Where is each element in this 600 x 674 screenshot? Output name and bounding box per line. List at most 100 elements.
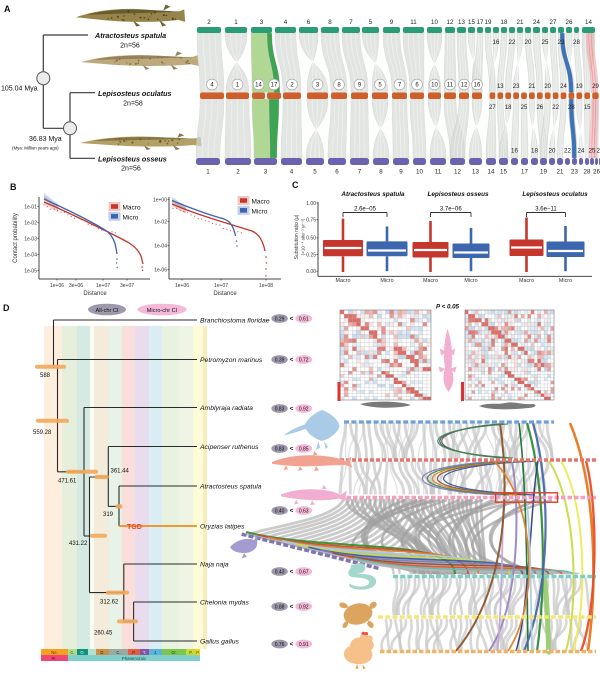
- svg-text:Naja naja: Naja naja: [200, 561, 229, 568]
- svg-text:0.29: 0.29: [275, 316, 285, 322]
- svg-text:0.83: 0.83: [275, 406, 285, 412]
- svg-text:Gallus gallus: Gallus gallus: [200, 638, 240, 645]
- svg-text:Micro: Micro: [559, 278, 572, 284]
- svg-text:<: <: [290, 508, 294, 515]
- svg-text:1e+06: 1e+06: [50, 283, 64, 289]
- svg-text:1: 1: [206, 169, 210, 176]
- svg-text:26: 26: [536, 105, 543, 111]
- svg-text:2: 2: [290, 83, 294, 89]
- svg-text:0.39: 0.39: [275, 357, 285, 363]
- svg-text:<: <: [290, 641, 294, 648]
- svg-text:12: 12: [454, 169, 461, 176]
- svg-text:0.00: 0.00: [306, 269, 316, 275]
- svg-text:4: 4: [290, 169, 294, 176]
- svg-text:Micro: Micro: [464, 278, 477, 284]
- svg-text:Lepisosteus osseus: Lepisosteus osseus: [98, 155, 167, 164]
- svg-text:471.61: 471.61: [58, 479, 77, 485]
- svg-text:0.43: 0.43: [275, 569, 285, 575]
- svg-text:6: 6: [335, 169, 339, 176]
- svg-text:D.: D.: [100, 650, 104, 655]
- svg-text:7: 7: [349, 19, 353, 26]
- svg-text:2: 2: [236, 169, 240, 176]
- svg-text:14: 14: [255, 83, 262, 89]
- svg-text:6: 6: [415, 83, 419, 89]
- svg-text:<: <: [290, 406, 294, 413]
- svg-text:Ne.: Ne.: [51, 650, 58, 655]
- svg-text:3e+07: 3e+07: [120, 283, 134, 289]
- svg-text:1e+06: 1e+06: [175, 283, 189, 289]
- svg-text:0.63: 0.63: [299, 508, 309, 514]
- svg-text:0.88: 0.88: [275, 604, 285, 610]
- svg-text:A: A: [4, 4, 11, 14]
- svg-text:Micro-chr CI: Micro-chr CI: [147, 308, 178, 314]
- svg-text:28: 28: [584, 169, 591, 176]
- svg-text:11: 11: [410, 19, 417, 26]
- svg-text:14: 14: [585, 19, 592, 26]
- svg-text:25: 25: [521, 105, 528, 111]
- svg-text:24: 24: [578, 148, 585, 155]
- svg-text:1e-02: 1e-02: [154, 219, 167, 225]
- svg-text:Atractosteus spatula: Atractosteus spatula: [199, 483, 262, 490]
- svg-text:105.04 Mya: 105.04 Mya: [1, 86, 38, 93]
- svg-text:(×10⁻⁴ site⁻¹ yr⁻¹): (×10⁻⁴ site⁻¹ yr⁻¹): [301, 218, 306, 255]
- svg-text:20: 20: [544, 84, 551, 90]
- svg-text:27: 27: [597, 148, 600, 155]
- svg-text:27: 27: [489, 105, 496, 111]
- svg-text:Petromyzon marinus: Petromyzon marinus: [200, 357, 263, 364]
- svg-text:1e+00: 1e+00: [153, 197, 167, 203]
- svg-text:Micro: Micro: [252, 208, 268, 215]
- svg-text:1e-05: 1e-05: [24, 268, 37, 274]
- svg-text:10: 10: [431, 19, 438, 26]
- svg-text:28: 28: [568, 105, 575, 111]
- svg-text:7: 7: [398, 83, 402, 89]
- svg-text:9: 9: [358, 83, 362, 89]
- svg-text:4: 4: [284, 19, 288, 26]
- svg-text:431.22: 431.22: [69, 541, 88, 547]
- svg-text:P.: P.: [196, 650, 199, 655]
- svg-text:2: 2: [207, 19, 211, 26]
- svg-text:0.85: 0.85: [299, 446, 309, 452]
- svg-text:Distance: Distance: [83, 291, 107, 297]
- svg-text:0.67: 0.67: [299, 569, 309, 575]
- svg-text:0.61: 0.61: [299, 316, 309, 322]
- svg-text:0.50: 0.50: [306, 236, 316, 242]
- svg-text:Distance: Distance: [213, 291, 237, 297]
- svg-text:1: 1: [234, 19, 238, 26]
- svg-text:21: 21: [557, 169, 564, 176]
- svg-text:361.44: 361.44: [111, 469, 130, 475]
- svg-text:10: 10: [416, 169, 423, 176]
- svg-text:3.7e−06: 3.7e−06: [440, 207, 463, 213]
- svg-text:16: 16: [474, 83, 481, 89]
- svg-text:Lepisosteus osseus: Lepisosteus osseus: [427, 191, 489, 198]
- svg-text:1.00: 1.00: [306, 201, 316, 207]
- svg-text:1e-01: 1e-01: [24, 204, 37, 210]
- svg-text:1: 1: [236, 83, 240, 89]
- svg-text:D: D: [3, 303, 10, 313]
- svg-text:0.76: 0.76: [275, 642, 285, 648]
- svg-text:<: <: [290, 316, 294, 323]
- svg-text:2n=56: 2n=56: [121, 166, 141, 173]
- svg-text:<: <: [290, 569, 294, 576]
- svg-text:26: 26: [566, 19, 573, 26]
- svg-text:P.: P.: [132, 650, 135, 655]
- svg-text:18: 18: [501, 19, 508, 26]
- svg-text:8: 8: [379, 169, 383, 176]
- svg-text:3e+06: 3e+06: [69, 283, 83, 289]
- svg-text:0.92: 0.92: [299, 604, 309, 610]
- svg-text:T.: T.: [143, 650, 146, 655]
- svg-text:Amblyraja radiata: Amblyraja radiata: [199, 405, 253, 412]
- svg-text:0.40: 0.40: [275, 508, 285, 514]
- svg-text:Macro: Macro: [423, 278, 438, 284]
- svg-text:C.: C.: [116, 650, 120, 655]
- svg-text:20: 20: [525, 39, 532, 46]
- svg-text:260.45: 260.45: [94, 631, 113, 637]
- svg-text:4: 4: [210, 83, 214, 89]
- svg-text:Phanerozoic: Phanerozoic: [122, 656, 147, 661]
- svg-text:O.: O.: [80, 650, 84, 655]
- svg-text:Atractosteus spatula: Atractosteus spatula: [340, 191, 405, 198]
- svg-text:21: 21: [529, 84, 536, 90]
- svg-text:Branchiostoma floridae: Branchiostoma floridae: [200, 317, 270, 324]
- svg-text:9: 9: [390, 19, 394, 26]
- svg-text:Atractosteus spatula: Atractosteus spatula: [94, 31, 166, 40]
- svg-text:17: 17: [477, 19, 484, 26]
